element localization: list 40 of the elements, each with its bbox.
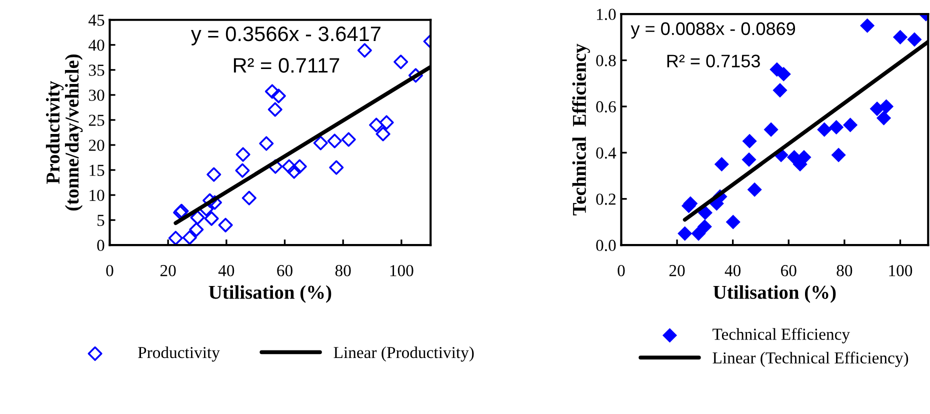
y-tick-label: 35 bbox=[89, 64, 104, 76]
y-tick-label: 45 bbox=[88, 14, 104, 26]
x-tick-label: 20 bbox=[160, 265, 176, 276]
x-tick-label: 60 bbox=[781, 265, 796, 276]
x-tick-label: 0 bbox=[106, 265, 114, 276]
x-tick-label: 80 bbox=[836, 265, 852, 276]
y-tick-label: 40 bbox=[88, 40, 104, 51]
y-tick-label: 0.6 bbox=[596, 101, 616, 112]
x-tick-label: 60 bbox=[277, 265, 292, 276]
y-tick-label: 0 bbox=[97, 240, 104, 252]
x-tick-label: 40 bbox=[724, 265, 741, 276]
x-tick-label: 20 bbox=[669, 265, 685, 276]
legend-label: Linear (Technical Efficiency) bbox=[712, 352, 908, 367]
annotation: y = 0.3566x - 3.6417 bbox=[191, 26, 380, 46]
y-tick-label: 10 bbox=[90, 190, 104, 201]
y-tick-label: 0.8 bbox=[596, 54, 616, 66]
legend-label: Productivity bbox=[138, 346, 220, 362]
annotation: R² = 0.7153 bbox=[667, 54, 760, 68]
annotation: y = 0.0088x - 0.0869 bbox=[630, 22, 796, 39]
y-tick-label: 30 bbox=[89, 90, 104, 101]
y-tick-label: 0.2 bbox=[596, 194, 616, 205]
legend-label: Technical Efficiency bbox=[712, 328, 850, 344]
y-tick-label: 1.0 bbox=[597, 8, 616, 20]
legend-label: Linear (Productivity) bbox=[334, 346, 474, 362]
y-axis-title: Technical Efficiency bbox=[572, 44, 590, 216]
y-tick-label: 0.4 bbox=[596, 147, 616, 159]
x-tick-label: 100 bbox=[889, 265, 912, 276]
y-tick-label: 25 bbox=[88, 114, 104, 126]
x-tick-label: 80 bbox=[335, 265, 351, 276]
y-tick-label: 5 bbox=[98, 214, 104, 226]
x-tick-label: 0 bbox=[618, 265, 625, 276]
x-tick-label: 100 bbox=[390, 265, 414, 276]
y-tick-label: 15 bbox=[90, 164, 104, 176]
y-tick-label: 20 bbox=[88, 140, 104, 151]
x-tick-label: 40 bbox=[218, 265, 234, 276]
annotation: R² = 0.7117 bbox=[234, 58, 340, 73]
x-axis-title: Utilisation (%) bbox=[208, 285, 332, 303]
x-axis-title: Utilisation (%) bbox=[713, 285, 836, 303]
y-tick-label: 0.0 bbox=[596, 240, 616, 252]
y-axis-title: Productivity (tonne/day/vehicle) bbox=[46, 54, 83, 210]
